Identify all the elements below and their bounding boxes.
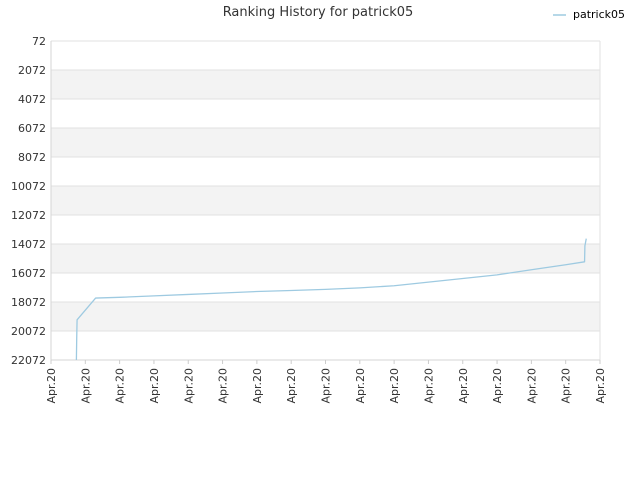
x-tick-label: Apr.20 xyxy=(457,368,470,404)
y-tick-label: 16072 xyxy=(11,267,46,280)
series-layer xyxy=(75,238,587,361)
y-tick-label: 22072 xyxy=(11,354,46,367)
x-tick-label: Apr.20 xyxy=(560,368,573,404)
x-tick-label: Apr.20 xyxy=(422,368,435,404)
y-tick-label: 20072 xyxy=(11,325,46,338)
y-tick-label: 12072 xyxy=(11,209,46,222)
grid-band xyxy=(51,302,600,331)
grid-band xyxy=(51,186,600,215)
y-tick-label: 4072 xyxy=(18,93,46,106)
y-tick-label: 18072 xyxy=(11,296,46,309)
y-tick-label: 2072 xyxy=(18,64,46,77)
x-tick-label: Apr.20 xyxy=(251,368,264,404)
x-tick-label: Apr.20 xyxy=(320,368,333,404)
x-tick-label: Apr.20 xyxy=(182,368,195,404)
x-tick-label: Apr.20 xyxy=(594,368,607,404)
x-axis: Apr.20 Apr.20 Apr.20 Apr.20 Apr.20 Apr.20 Apr.… xyxy=(45,360,607,404)
y-tick-label: 8072 xyxy=(18,151,46,164)
x-tick-label: Apr.20 xyxy=(285,368,298,404)
series-line-patrick05 xyxy=(75,238,587,361)
x-tick-label: Apr.20 xyxy=(354,368,367,404)
y-axis: 72 2072 4072 6072 8072 10072 12072 14072 16072 18… xyxy=(11,35,46,367)
chart-title: Ranking History for patrick05 xyxy=(223,5,414,20)
y-tick-label: 10072 xyxy=(11,180,46,193)
legend: patrick05 xyxy=(553,8,625,21)
y-tick-label: 72 xyxy=(32,35,46,48)
grid-bands xyxy=(51,70,600,331)
x-tick-label: Apr.20 xyxy=(114,368,127,404)
x-tick-label: Apr.20 xyxy=(491,368,504,404)
x-tick-label: Apr.20 xyxy=(148,368,161,404)
grid-band xyxy=(51,70,600,99)
y-tick-label: 14072 xyxy=(11,238,46,251)
x-tick-label: Apr.20 xyxy=(79,368,92,404)
grid-band xyxy=(51,244,600,273)
legend-label: patrick05 xyxy=(573,8,625,21)
x-tick-label: Apr.20 xyxy=(217,368,230,404)
x-tick-label: Apr.20 xyxy=(525,368,538,404)
x-tick-label: Apr.20 xyxy=(45,368,58,404)
x-tick-label: Apr.20 xyxy=(388,368,401,404)
grid-band xyxy=(51,128,600,157)
y-tick-label: 6072 xyxy=(18,122,46,135)
